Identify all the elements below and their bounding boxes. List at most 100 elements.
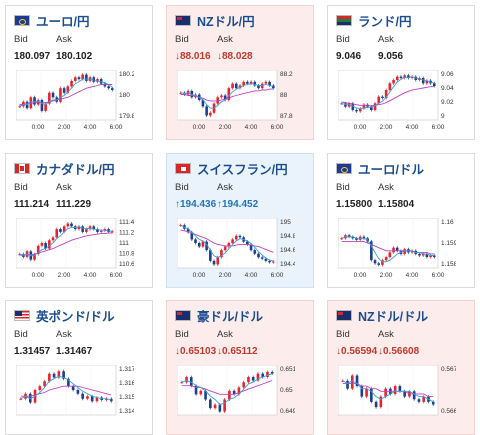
ask-value: 1.31467 bbox=[56, 346, 92, 357]
pair-name[interactable]: スイスフラン/円 bbox=[197, 162, 288, 177]
pair-title-link[interactable]: 英ポンド/ドル bbox=[14, 306, 114, 324]
candle bbox=[189, 377, 193, 386]
currency-flag-icon bbox=[175, 14, 191, 26]
x-tick-label: 0:00 bbox=[193, 272, 206, 279]
bid-label: Bid bbox=[336, 329, 350, 340]
pair-name[interactable]: ランド/円 bbox=[358, 14, 412, 29]
candle bbox=[384, 257, 388, 261]
candle bbox=[110, 88, 114, 90]
candle bbox=[96, 229, 99, 232]
moving-average-slow bbox=[180, 229, 274, 253]
candle bbox=[90, 396, 94, 402]
rate-card[interactable]: 英ポンド/ドル Bid Ask 1.31457 1.31467 1.317 1.316 1.3… bbox=[5, 300, 153, 435]
pair-name[interactable]: 豪ドル/ドル bbox=[197, 309, 263, 324]
rate-card[interactable]: ユーロ/円 Bid Ask 180.097 180.102 180.2 180 179.8 0:… bbox=[5, 5, 153, 140]
candle bbox=[51, 237, 55, 241]
candle bbox=[204, 390, 207, 400]
rate-card[interactable]: 豪ドル/ドル Bid Ask ↓0.65103 ↓0.65112 0.651 0.65 0.6… bbox=[166, 300, 314, 435]
candle bbox=[70, 80, 73, 87]
candle bbox=[227, 88, 231, 100]
ask-value: ↑194.452 bbox=[217, 199, 258, 210]
y-tick-label: 110.6 bbox=[119, 261, 134, 268]
candle bbox=[85, 229, 88, 232]
candle bbox=[67, 378, 70, 387]
candle bbox=[271, 261, 275, 263]
candle bbox=[403, 249, 406, 254]
pair-name[interactable]: カナダドル/円 bbox=[36, 162, 115, 177]
candle bbox=[209, 399, 212, 409]
candle bbox=[421, 78, 425, 84]
bid-label: Bid bbox=[336, 182, 350, 193]
bid-value: ↓0.65103 bbox=[175, 346, 216, 357]
candle bbox=[180, 382, 184, 384]
ask-number: 0.56608 bbox=[383, 346, 420, 357]
y-tick-label: 194.6 bbox=[280, 247, 295, 254]
candle bbox=[384, 90, 388, 98]
bid-number: 88.016 bbox=[180, 51, 211, 62]
bid-label: Bid bbox=[14, 34, 28, 45]
bid-number: 1.31457 bbox=[14, 346, 51, 357]
candle bbox=[209, 112, 212, 116]
rate-card[interactable]: カナダドル/円 Bid Ask 111.214 111.229 111.4 111.2 111… bbox=[5, 153, 153, 288]
y-tick-label: 88 bbox=[280, 92, 288, 99]
currency-flag-icon bbox=[336, 162, 352, 174]
rate-card[interactable]: スイスフラン/円 Bid Ask ↑194.436 ↑194.452 195 194.8 19… bbox=[166, 153, 314, 288]
pair-title-link[interactable]: NZドル/円 bbox=[175, 11, 255, 29]
x-tick-label: 4:00 bbox=[245, 272, 258, 279]
price-chart: 195 194.8 194.6 194.4 0:00 2:00 4:00 6:00 bbox=[177, 218, 295, 279]
bid-value: 1.31457 bbox=[14, 346, 50, 357]
pair-title-link[interactable]: スイスフラン/円 bbox=[175, 159, 288, 177]
ask-label: Ask bbox=[56, 182, 72, 193]
pair-title-link[interactable]: ユーロ/ドル bbox=[336, 159, 424, 177]
candle bbox=[223, 399, 226, 412]
candle bbox=[44, 243, 47, 249]
x-tick-label: 2:00 bbox=[380, 272, 393, 279]
ask-value: ↓88.028 bbox=[217, 51, 253, 62]
y-tick-label: 179.8 bbox=[119, 113, 134, 120]
pair-name[interactable]: NZドル/ドル bbox=[358, 309, 429, 324]
pair-title-link[interactable]: カナダドル/円 bbox=[14, 159, 114, 177]
ask-value: 9.056 bbox=[378, 51, 403, 62]
candle bbox=[70, 223, 73, 227]
pair-name[interactable]: ユーロ/ドル bbox=[358, 162, 424, 177]
rate-card[interactable]: NZドル/ドル Bid Ask ↓0.56594 ↓0.56608 0.567 0.566 bbox=[327, 300, 475, 435]
candle bbox=[429, 255, 432, 258]
currency-flag-icon bbox=[14, 309, 30, 321]
x-tick-label: 6:00 bbox=[432, 272, 445, 279]
pair-name[interactable]: 英ポンド/ドル bbox=[36, 309, 115, 324]
candle bbox=[194, 385, 198, 395]
price-chart: 111.4 111.2 111 110.8 110.6 0:00 2:00 4:00 6:00 bbox=[16, 218, 134, 279]
moving-average-fast bbox=[341, 76, 435, 110]
moving-average-fast bbox=[180, 83, 274, 109]
candle bbox=[417, 399, 421, 402]
candle bbox=[186, 228, 190, 233]
candle bbox=[418, 253, 421, 256]
candle bbox=[431, 401, 435, 405]
pair-name[interactable]: ユーロ/円 bbox=[36, 14, 90, 29]
rate-card[interactable]: NZドル/円 Bid Ask ↓88.016 ↓88.028 88.2 88 87.8 0:00… bbox=[166, 5, 314, 140]
pair-title-link[interactable]: ランド/円 bbox=[336, 11, 411, 29]
candle bbox=[59, 88, 62, 102]
pair-name[interactable]: NZドル/円 bbox=[197, 14, 255, 29]
rate-card[interactable]: ランド/円 Bid Ask 9.046 9.056 9.06 9.04 9.02 9 0:00 2:… bbox=[327, 5, 475, 140]
pair-title-link[interactable]: ユーロ/円 bbox=[14, 11, 89, 29]
candle bbox=[216, 257, 220, 265]
pair-title-link[interactable]: 豪ドル/ドル bbox=[175, 306, 263, 324]
candle bbox=[231, 83, 234, 89]
candle bbox=[410, 76, 414, 78]
pair-title-link[interactable]: NZドル/ドル bbox=[336, 306, 428, 324]
currency-flag-icon bbox=[14, 14, 30, 26]
bid-label: Bid bbox=[175, 182, 189, 193]
ask-label: Ask bbox=[217, 34, 233, 45]
candle bbox=[99, 230, 103, 232]
candle bbox=[381, 260, 384, 265]
candle bbox=[373, 260, 377, 264]
rate-card[interactable]: ユーロ/ドル Bid Ask 1.15800 1.15804 1.16 1.159 1.158… bbox=[327, 153, 475, 288]
candle bbox=[48, 373, 51, 382]
candle bbox=[432, 255, 436, 258]
y-tick-label: 0.567 bbox=[441, 366, 456, 373]
ask-label: Ask bbox=[378, 182, 394, 193]
candle bbox=[256, 373, 260, 381]
change-arrow-icon: ↓ bbox=[175, 346, 180, 357]
ask-number: 194.452 bbox=[222, 199, 259, 210]
